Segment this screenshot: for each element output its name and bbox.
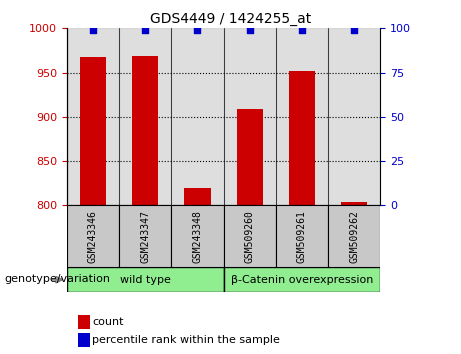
Bar — [132, 56, 158, 205]
Bar — [341, 202, 367, 205]
Text: genotype/variation: genotype/variation — [5, 274, 111, 284]
Text: GSM243346: GSM243346 — [88, 210, 98, 263]
Point — [142, 27, 149, 33]
Bar — [67, 205, 119, 267]
Bar — [67, 28, 119, 205]
Text: β-Catenin overexpression: β-Catenin overexpression — [231, 275, 373, 285]
Point — [246, 27, 254, 33]
Text: wild type: wild type — [120, 275, 171, 285]
Text: GSM243347: GSM243347 — [140, 210, 150, 263]
Bar — [289, 71, 315, 205]
Bar — [184, 188, 211, 205]
Bar — [276, 28, 328, 205]
Bar — [328, 205, 380, 267]
Bar — [67, 267, 224, 292]
Bar — [328, 28, 380, 205]
Bar — [80, 57, 106, 205]
Text: GSM509260: GSM509260 — [245, 210, 255, 263]
Bar — [276, 205, 328, 267]
Point — [350, 27, 358, 33]
Text: GSM509262: GSM509262 — [349, 210, 359, 263]
Point — [89, 27, 97, 33]
Text: GSM509261: GSM509261 — [297, 210, 307, 263]
Bar — [236, 109, 263, 205]
Bar — [119, 205, 171, 267]
Text: GDS4449 / 1424255_at: GDS4449 / 1424255_at — [150, 12, 311, 27]
Text: percentile rank within the sample: percentile rank within the sample — [92, 335, 280, 345]
Point — [298, 27, 306, 33]
Bar — [224, 267, 380, 292]
Bar — [224, 28, 276, 205]
Bar — [171, 28, 224, 205]
Bar — [171, 205, 224, 267]
Bar — [224, 205, 276, 267]
Text: GSM243348: GSM243348 — [192, 210, 202, 263]
Bar — [119, 28, 171, 205]
Text: count: count — [92, 317, 124, 327]
Point — [194, 27, 201, 33]
